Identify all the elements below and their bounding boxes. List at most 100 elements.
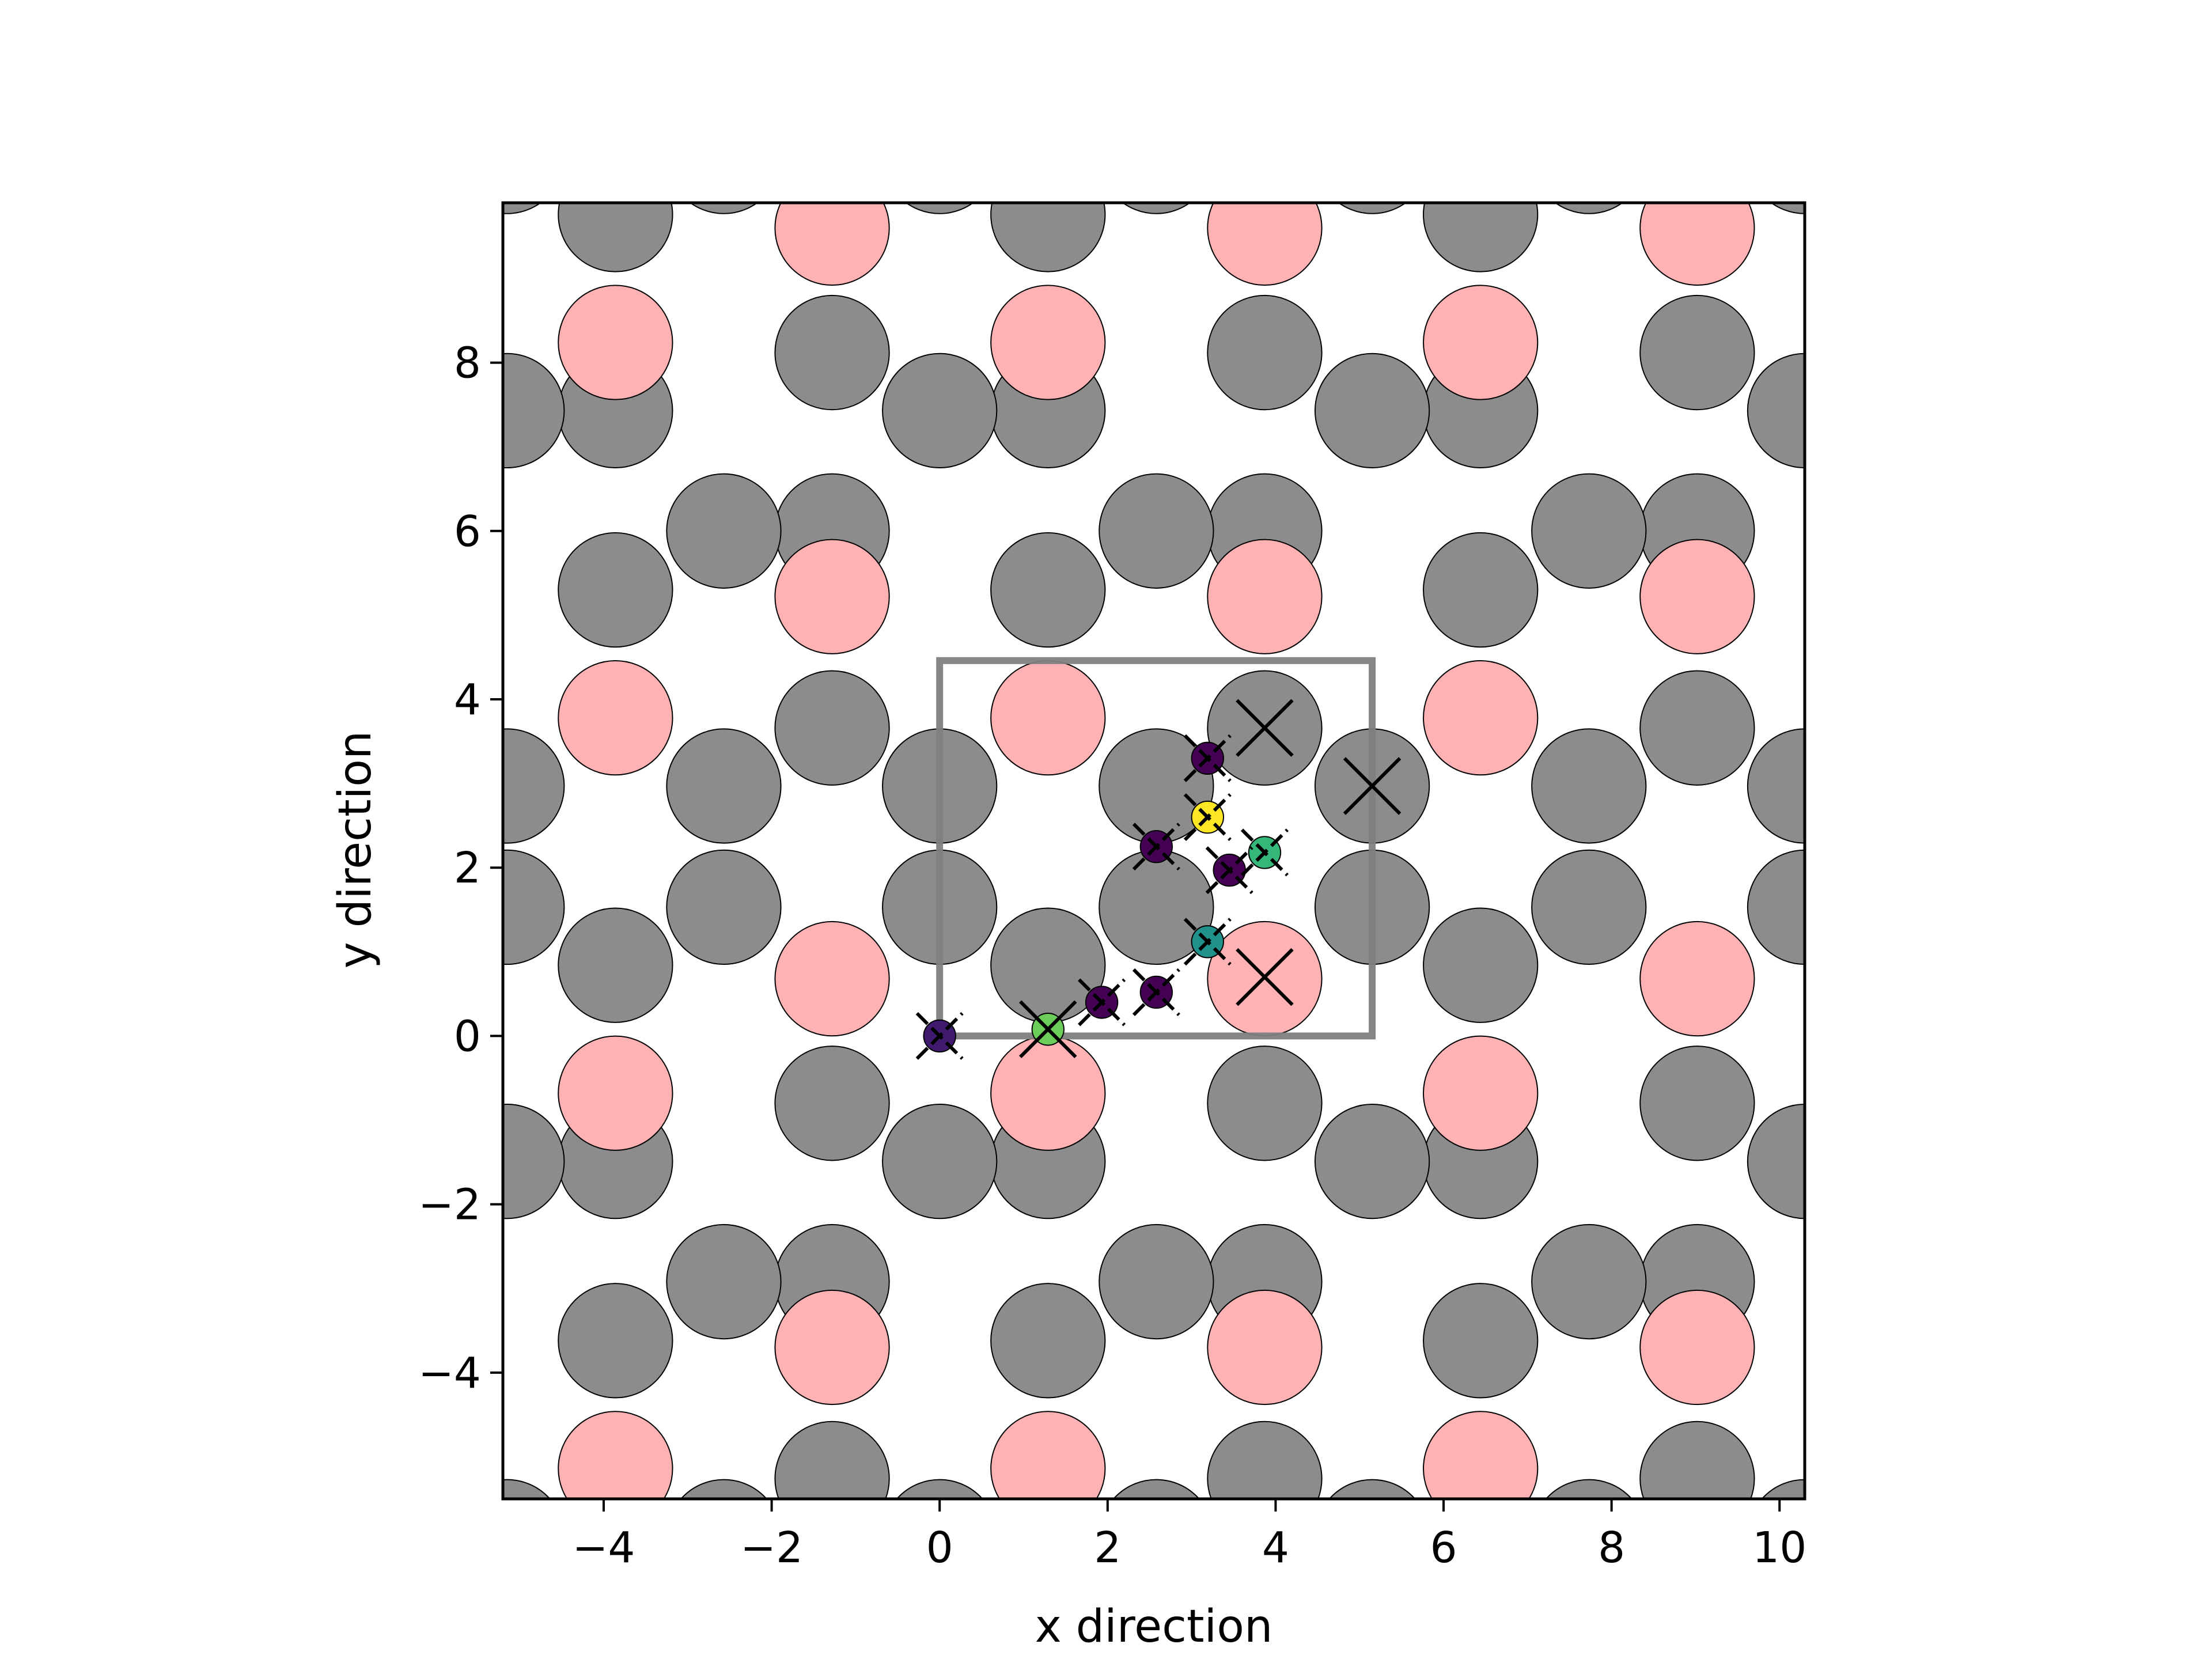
gray-atom [666,1224,782,1340]
gray-atom [1423,1283,1539,1399]
gray-atom [1122,203,1191,214]
x-tick-label: 0 [926,1523,953,1573]
y-tick-label: 4 [454,675,481,725]
pink-atom [558,660,673,776]
y-tick-label: 2 [454,843,481,893]
pink-atom [1423,285,1539,400]
gray-atom [666,473,782,589]
pink-atom [558,1411,673,1499]
gray-atom [503,1104,565,1219]
gray-atom [1099,1224,1214,1340]
site-markers [915,699,1402,1060]
gray-atom [774,1046,890,1161]
gray-atom [503,353,565,468]
y-axis-label: y direction [329,731,381,969]
gray-atom [558,203,673,272]
pink-atom [1207,539,1323,654]
site-cross-marker [1019,1000,1077,1058]
gray-atom [774,1421,890,1499]
pink-atom [990,1035,1106,1151]
pink-atom [1423,660,1539,776]
site-cross-marker [1343,757,1402,815]
y-axis-ticks: −4 −2 0 2 4 6 8 [418,339,503,1398]
gray-atom [990,203,1106,272]
pink-atom [774,1289,890,1406]
gray-atom [1207,1421,1323,1499]
pink-atom [990,1411,1106,1499]
gray-atom [1338,203,1407,214]
gray-atom [990,532,1106,648]
gray-atom [1639,294,1755,411]
gray-atom [1207,294,1323,411]
gray-atom [1328,1479,1416,1499]
site-cross-marker [1205,846,1253,895]
gray-atom [503,849,565,965]
pink-atom [774,539,890,654]
gray-atom [1531,849,1647,965]
pink-atom [1639,539,1755,654]
gray-atom [666,728,782,844]
gray-atom [896,1479,983,1499]
unit-cell-layer [936,657,1376,1040]
pink-atom [990,285,1106,400]
site-cross-marker [1183,918,1232,966]
lattice-atoms [503,203,1805,1499]
gray-atom [1112,1479,1200,1499]
gray-atom [1207,1046,1323,1161]
pink-atom [1639,1289,1755,1406]
gray-atom [1639,1046,1755,1161]
x-tick-label: −2 [740,1523,803,1573]
pink-atom [774,921,890,1037]
gray-atom [774,670,890,786]
gray-atom [503,203,542,214]
x-tick-label: −4 [572,1523,635,1573]
gray-atom [1531,473,1647,589]
gray-atom [882,353,998,469]
gray-atom [990,1283,1106,1399]
gray-atom [882,1103,998,1219]
site-cross-marker [1236,699,1294,757]
pink-atom [1423,1035,1539,1151]
gray-atom [1531,728,1647,844]
pink-atom [1207,203,1323,286]
gray-atom [1099,473,1214,589]
gray-atom [1314,1103,1430,1219]
gray-atom [680,1479,768,1499]
unit-cell-outline [936,657,1376,1040]
y-tick-label: 8 [454,339,481,388]
gray-atom [774,294,890,411]
y-tick-label: 0 [454,1012,481,1061]
x-tick-label: 8 [1598,1523,1625,1573]
y-tick-label: −2 [418,1180,481,1230]
x-axis-ticks: −4 −2 0 2 4 6 8 10 [572,1499,1806,1573]
gray-atom [1554,203,1623,214]
gray-atom [1423,203,1539,272]
site-cross-marker [915,1012,964,1060]
pink-atom [990,660,1106,776]
y-tick-label: −4 [418,1349,481,1398]
x-tick-label: 4 [1262,1523,1289,1573]
gray-atom [666,849,782,965]
gray-atom [1639,1421,1755,1499]
site-cross-marker [1132,968,1180,1016]
x-axis-label: x direction [1035,1601,1273,1653]
pink-atom [774,203,890,286]
gray-atom [1423,532,1539,648]
gray-atom [1531,1224,1647,1340]
pink-atom [1207,1289,1323,1406]
plot-frame [501,201,1806,1501]
site-cross-marker [1078,978,1126,1027]
pink-atom [1639,921,1755,1037]
pink-atom [1639,203,1755,286]
gray-atom [689,203,759,214]
x-tick-label: 6 [1430,1523,1457,1573]
site-cross-marker [1183,793,1232,842]
site-cross-marker [1183,734,1232,782]
x-tick-label: 2 [1094,1523,1121,1573]
pink-atom [558,285,673,400]
gray-atom [503,1479,551,1499]
pink-atom [558,1035,673,1151]
x-tick-label: 10 [1752,1523,1806,1573]
